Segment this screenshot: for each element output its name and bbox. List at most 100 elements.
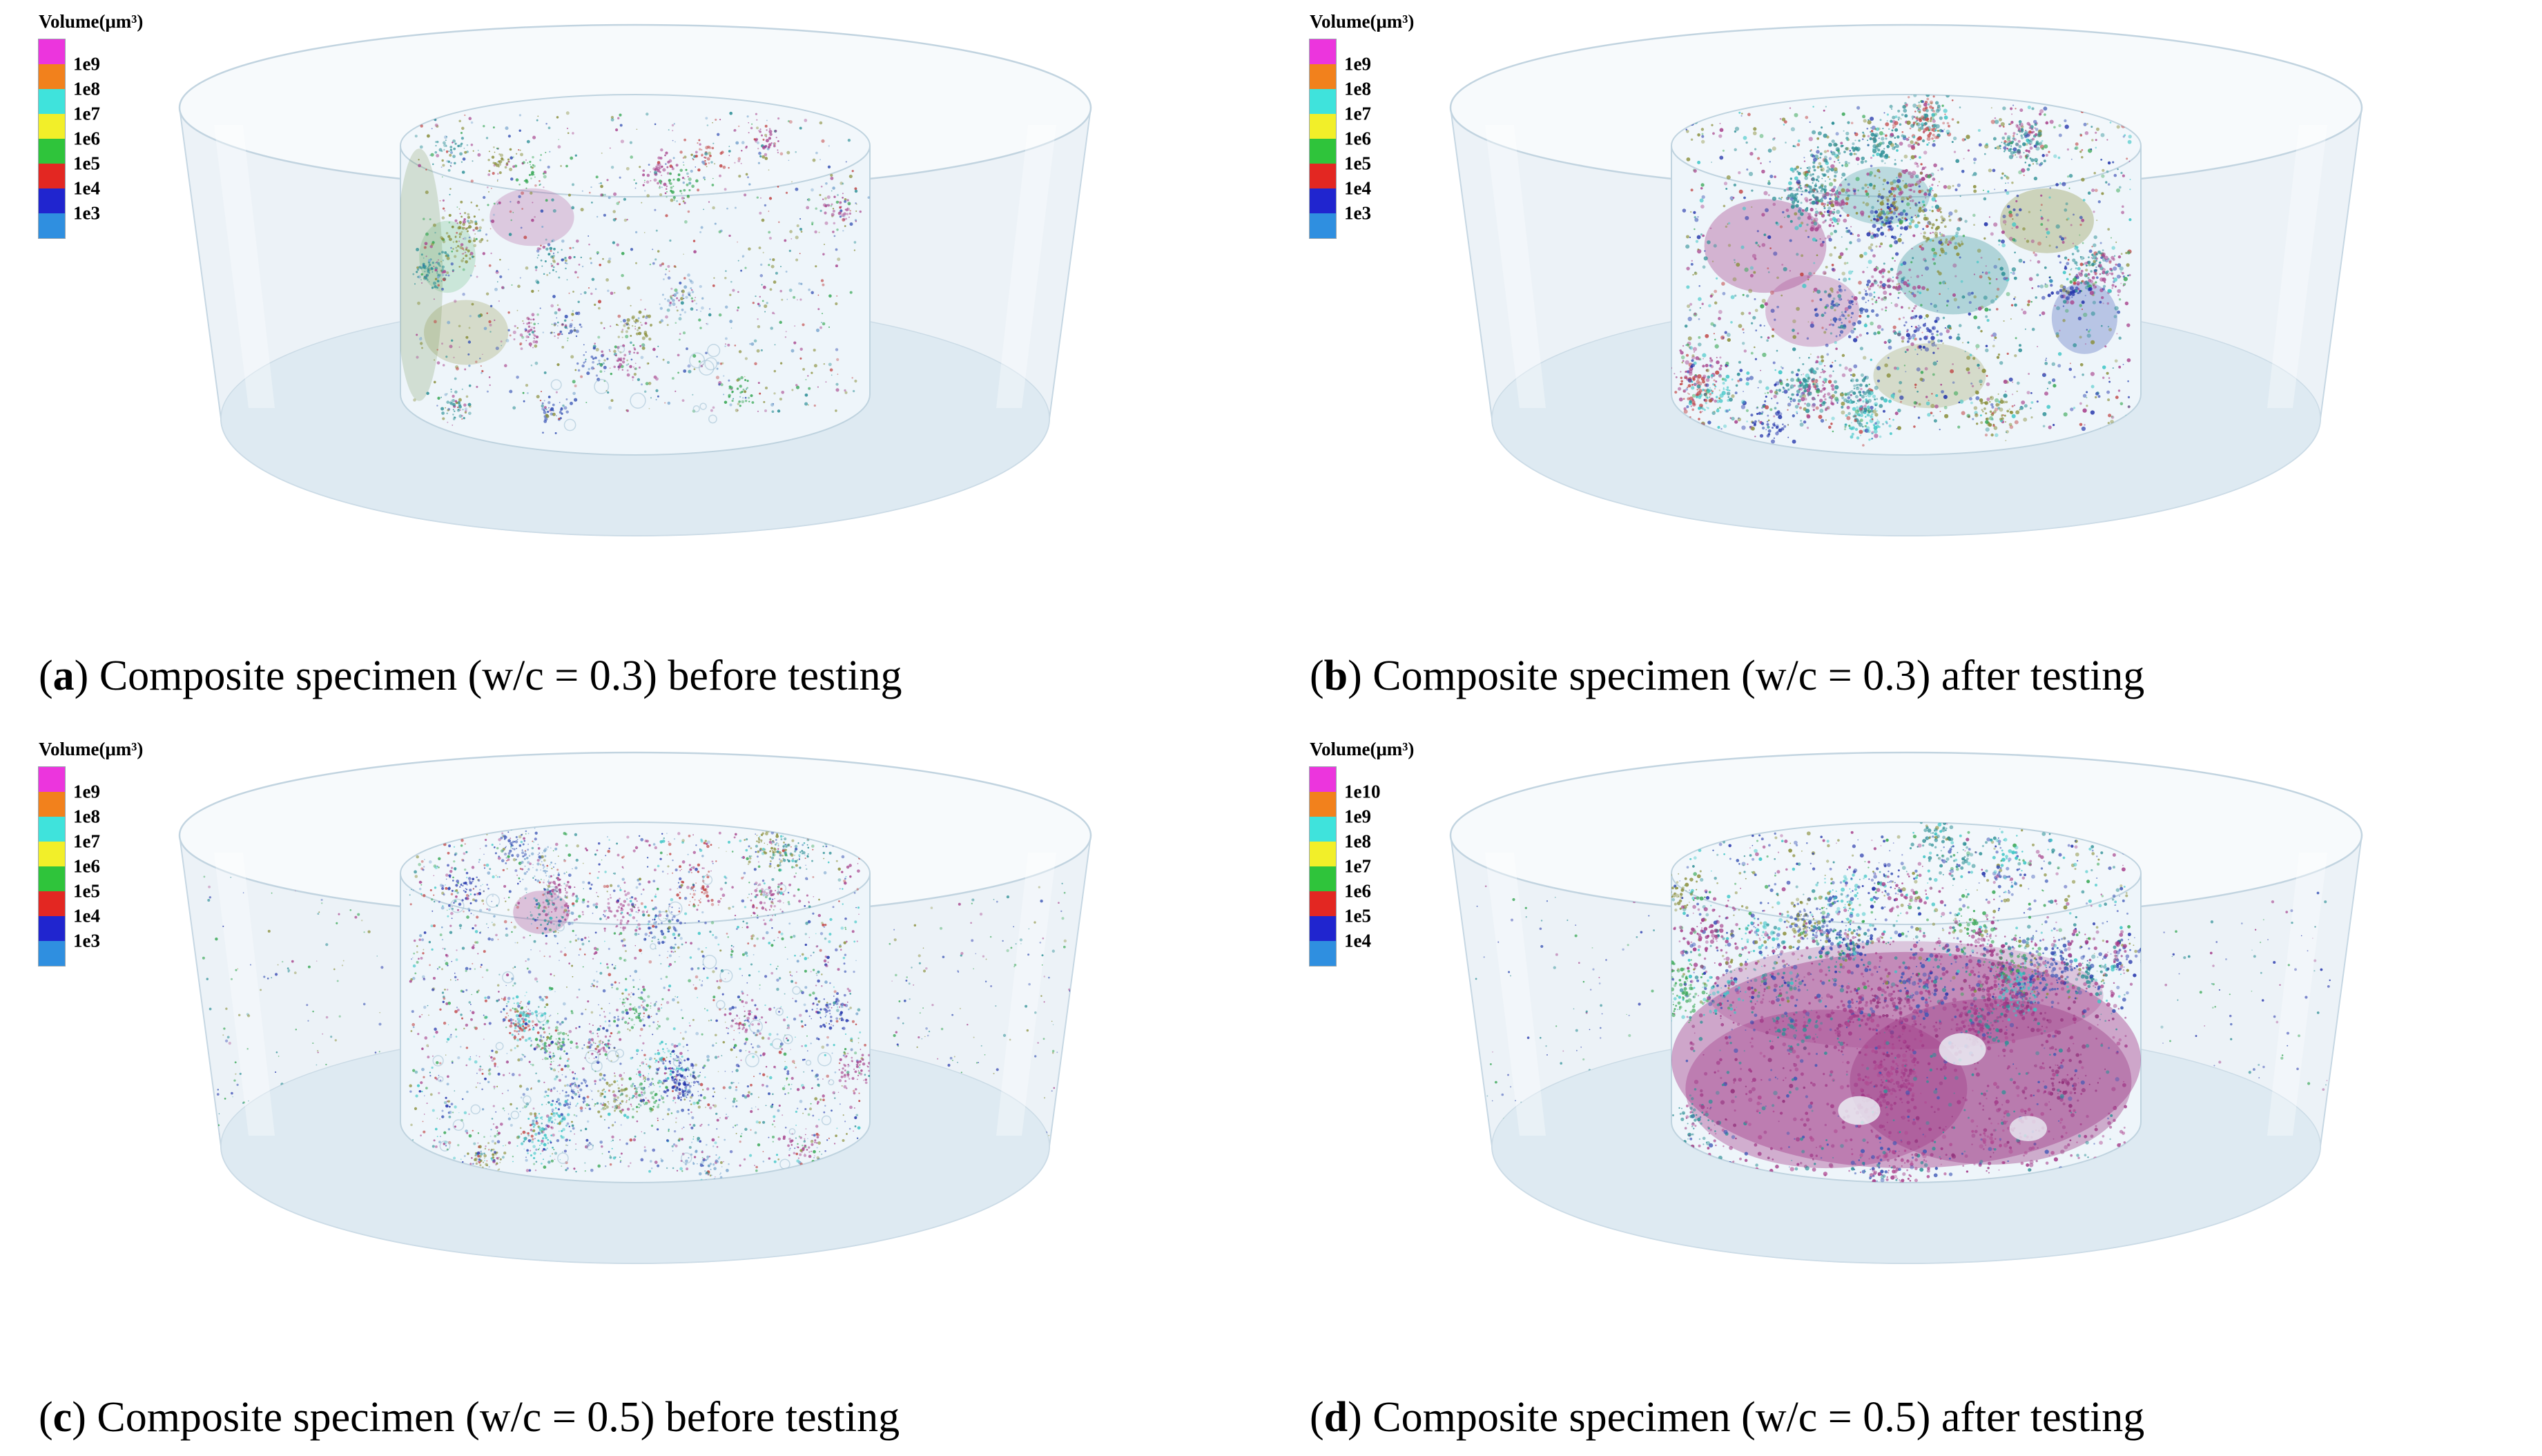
panel-caption-a: (a) Composite specimen (w/c = 0.3) befor… (39, 652, 902, 701)
panel-caption-b: (b) Composite specimen (w/c = 0.3) after… (1310, 652, 2144, 701)
legend-tick-label: 1e5 (73, 882, 100, 901)
legend-colorbar: 1e9 1e8 1e7 1e6 1e5 1e4 1e3 (39, 39, 65, 238)
legend-tick-label: 1e8 (73, 808, 100, 826)
caption-letter: b (1324, 652, 1348, 699)
legend-swatch (39, 39, 65, 64)
caption-letter: a (53, 652, 75, 699)
legend-swatch (39, 891, 65, 916)
legend-swatch (1310, 89, 1336, 114)
legend-title: Volume(μm³) (1310, 739, 1414, 760)
legend-tick-label: 1e5 (73, 155, 100, 173)
specimen-3d-view-c (0, 732, 1271, 1339)
legend-swatch (1310, 842, 1336, 866)
volume-legend-d: Volume(μm³) 1e10 1e9 1e8 1e7 1e6 1e5 1e4 (1310, 739, 1414, 966)
panel-d: Volume(μm³) 1e10 1e9 1e8 1e7 1e6 1e5 1e4… (1271, 728, 2542, 1456)
legend-colorbar: 1e9 1e8 1e7 1e6 1e5 1e4 1e3 (39, 767, 65, 966)
legend-tick-label: 1e9 (1344, 808, 1371, 826)
legend-swatch (1310, 866, 1336, 891)
legend-swatch (1310, 213, 1336, 238)
legend-swatch (39, 114, 65, 139)
legend-tick-label: 1e7 (1344, 857, 1371, 876)
specimen-3d-view-d (1271, 732, 2542, 1339)
legend-swatch (39, 767, 65, 792)
legend-tick-label: 1e7 (73, 833, 100, 851)
panel-b: Volume(μm³) 1e9 1e8 1e7 1e6 1e5 1e4 1e3 … (1271, 0, 2542, 728)
volume-legend-c: Volume(μm³) 1e9 1e8 1e7 1e6 1e5 1e4 1e3 (39, 739, 143, 966)
legend-tick-label: 1e6 (1344, 130, 1371, 148)
legend-colorbar: 1e9 1e8 1e7 1e6 1e5 1e4 1e3 (1310, 39, 1336, 238)
figure-2x2-grid: Volume(μm³) 1e9 1e8 1e7 1e6 1e5 1e4 1e3 … (0, 0, 2542, 1456)
legend-title: Volume(μm³) (39, 739, 143, 760)
legend-swatch (1310, 817, 1336, 842)
legend-tick-label: 1e8 (1344, 833, 1371, 851)
legend-swatch (39, 188, 65, 213)
legend-swatch (1310, 114, 1336, 139)
panel-a: Volume(μm³) 1e9 1e8 1e7 1e6 1e5 1e4 1e3 … (0, 0, 1271, 728)
legend-tick-label: 1e4 (1344, 932, 1371, 951)
caption-paren-open: ( (1310, 1394, 1324, 1441)
legend-swatch (39, 817, 65, 842)
caption-text: Composite specimen (w/c = 0.3) after tes… (1372, 652, 2144, 699)
caption-paren-close: ) (1348, 652, 1372, 699)
caption-text: Composite specimen (w/c = 0.5) after tes… (1372, 1394, 2144, 1441)
specimen-3d-view-b (1271, 4, 2542, 612)
caption-text: Composite specimen (w/c = 0.3) before te… (99, 652, 902, 699)
specimen-3d-view-a (0, 4, 1271, 612)
legend-tick-label: 1e9 (73, 55, 100, 74)
legend-tick-label: 1e7 (1344, 105, 1371, 124)
legend-swatch (39, 792, 65, 817)
legend-tick-label: 1e4 (73, 907, 100, 926)
legend-tick-label: 1e5 (1344, 907, 1371, 926)
legend-swatch (1310, 39, 1336, 64)
legend-swatch (1310, 139, 1336, 164)
legend-tick-label: 1e4 (73, 179, 100, 198)
legend-swatch (1310, 188, 1336, 213)
caption-paren-open: ( (39, 652, 53, 699)
legend-tick-label: 1e8 (73, 80, 100, 99)
legend-tick-label: 1e8 (1344, 80, 1371, 99)
legend-swatch (1310, 64, 1336, 89)
legend-swatch (39, 64, 65, 89)
volume-legend-a: Volume(μm³) 1e9 1e8 1e7 1e6 1e5 1e4 1e3 (39, 11, 143, 238)
legend-tick-label: 1e6 (73, 130, 100, 148)
legend-swatch (39, 213, 65, 238)
legend-swatch (1310, 941, 1336, 966)
legend-tick-label: 1e6 (73, 857, 100, 876)
legend-swatch (39, 941, 65, 966)
legend-colorbar: 1e10 1e9 1e8 1e7 1e6 1e5 1e4 (1310, 767, 1336, 966)
legend-tick-label: 1e6 (1344, 882, 1371, 901)
legend-tick-label: 1e9 (73, 783, 100, 802)
legend-tick-label: 1e7 (73, 105, 100, 124)
legend-tick-label: 1e3 (73, 932, 100, 951)
legend-swatch (1310, 891, 1336, 916)
caption-paren-open: ( (1310, 652, 1324, 699)
legend-title: Volume(μm³) (1310, 11, 1414, 32)
legend-swatch (39, 164, 65, 188)
legend-swatch (1310, 792, 1336, 817)
legend-tick-label: 1e10 (1344, 783, 1380, 802)
legend-tick-label: 1e3 (73, 204, 100, 223)
caption-letter: d (1324, 1394, 1348, 1441)
legend-tick-label: 1e5 (1344, 155, 1371, 173)
legend-swatch (39, 842, 65, 866)
legend-tick-label: 1e3 (1344, 204, 1371, 223)
panel-caption-d: (d) Composite specimen (w/c = 0.5) after… (1310, 1393, 2144, 1442)
caption-paren-open: ( (39, 1394, 53, 1441)
caption-paren-close: ) (1348, 1394, 1372, 1441)
legend-swatch (39, 139, 65, 164)
legend-swatch (1310, 767, 1336, 792)
caption-text: Composite specimen (w/c = 0.5) before te… (97, 1394, 900, 1441)
legend-swatch (1310, 916, 1336, 941)
caption-letter: c (53, 1394, 72, 1441)
caption-paren-close: ) (75, 652, 99, 699)
legend-title: Volume(μm³) (39, 11, 143, 32)
legend-swatch (1310, 164, 1336, 188)
panel-caption-c: (c) Composite specimen (w/c = 0.5) befor… (39, 1393, 900, 1442)
volume-legend-b: Volume(μm³) 1e9 1e8 1e7 1e6 1e5 1e4 1e3 (1310, 11, 1414, 238)
legend-swatch (39, 866, 65, 891)
legend-swatch (39, 916, 65, 941)
caption-paren-close: ) (72, 1394, 97, 1441)
legend-tick-label: 1e4 (1344, 179, 1371, 198)
legend-swatch (39, 89, 65, 114)
legend-tick-label: 1e9 (1344, 55, 1371, 74)
